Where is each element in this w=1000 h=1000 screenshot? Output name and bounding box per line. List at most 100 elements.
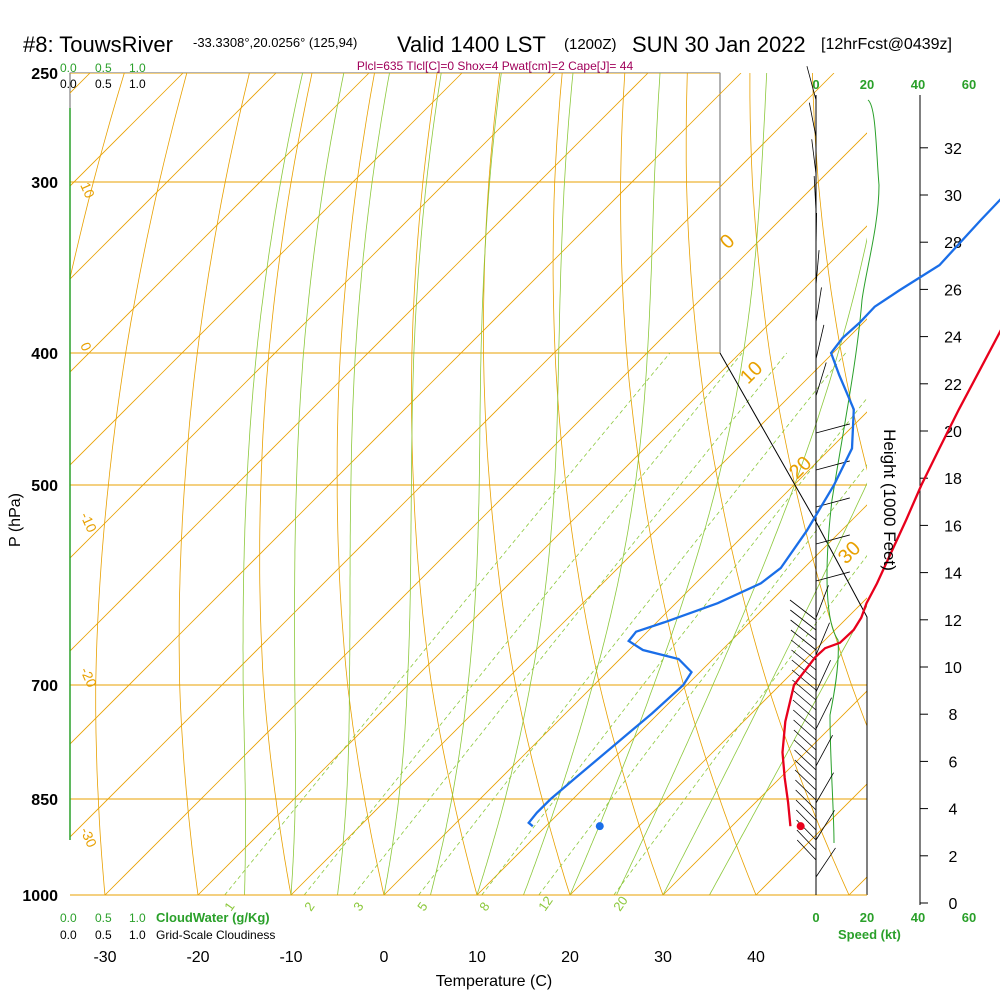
wind-barb — [815, 585, 829, 619]
cloudiness-tick-bottom-2: 1.0 — [129, 928, 146, 942]
wind-barb — [815, 571, 850, 582]
moist-adiabat-line — [337, 73, 390, 895]
wind-barb — [813, 176, 817, 212]
temperature-tick-30: 30 — [654, 949, 672, 966]
forecast-label: [12hrFcst@0439z] — [821, 36, 952, 53]
wind-barb — [792, 699, 817, 721]
height-tick-label-12: 12 — [944, 613, 962, 630]
dry-adiabat-line — [685, 73, 850, 895]
wind-barb — [796, 809, 817, 831]
isotherm-line — [290, 318, 867, 895]
left-scale-bottom: 0.0 0.5 1.0 CloudWater (g/Kg) 0.0 0.5 1.… — [60, 910, 275, 942]
temperature-tick-0: 0 — [380, 949, 389, 966]
wind-barbs — [789, 66, 850, 878]
speed-tick-bottom-0: 0 — [812, 910, 819, 925]
mixing-ratio-line-20 — [613, 555, 867, 895]
pressure-tick-850: 850 — [31, 792, 58, 809]
cloudwater-scale-label: CloudWater (g/Kg) — [156, 910, 270, 925]
height-tick-label-26: 26 — [944, 282, 962, 299]
cloudiness-tick-top-2: 1.0 — [129, 77, 146, 91]
dry-adiabat-line — [95, 73, 188, 895]
mixing-ratio-label-2: 2 — [301, 899, 317, 914]
wind-barb — [792, 689, 817, 711]
mixing-ratio-lines — [224, 352, 867, 895]
temperature-tick-10: 10 — [468, 949, 486, 966]
isotherm-line — [70, 73, 370, 373]
height-tick-label-10: 10 — [944, 660, 962, 677]
temperature-tick-labels: -30 -20 -10 0 10 20 30 40 — [93, 949, 765, 966]
wind-barb — [795, 799, 817, 821]
mixing-ratio-line-12 — [538, 464, 867, 895]
y-axis-title: P (hPa) — [7, 493, 24, 547]
wind-barb — [790, 609, 817, 631]
isotherm-line — [383, 411, 867, 895]
wind-barb — [790, 639, 817, 661]
isotherm-line — [662, 690, 867, 895]
wind-barb — [815, 622, 830, 656]
height-tick-label-18: 18 — [944, 471, 962, 488]
height-tick-label-22: 22 — [944, 377, 962, 394]
cloudwater-tick-top-1: 0.5 — [95, 61, 112, 75]
cloudiness-tick-top-1: 0.5 — [95, 77, 112, 91]
mixing-ratio-label-8: 8 — [476, 899, 492, 914]
isotherm-line — [70, 73, 649, 652]
wind-panel — [789, 66, 880, 895]
pressure-tick-labels: 250 300 400 500 700 850 1000 — [22, 66, 58, 905]
isotherm-label--20: -20 — [77, 665, 100, 690]
left-scale-top: 0.0 0.5 1.0 0.0 0.5 1.0 — [60, 61, 146, 91]
dewpoint-line — [527, 198, 1000, 828]
wind-barb — [793, 709, 817, 731]
dry-adiabat-line — [178, 73, 250, 895]
isotherm-line — [197, 225, 867, 895]
dry-adiabat-line — [336, 73, 385, 895]
isotherm-line — [104, 132, 867, 895]
speed-tick-top-0: 0 — [812, 77, 819, 92]
wind-barb — [791, 659, 817, 681]
moist-adiabat-line — [569, 73, 768, 895]
mixing-ratio-label-20: 20 — [610, 893, 631, 913]
wind-barb — [815, 362, 827, 397]
wind-barb — [808, 102, 817, 138]
speed-tick-bottom-3: 60 — [962, 910, 976, 925]
height-tick-label-0: 0 — [949, 896, 958, 913]
moist-adiabat-line — [383, 73, 442, 895]
isotherm-line — [476, 504, 867, 895]
mixing-ratio-label-5: 5 — [414, 899, 430, 914]
mixing-ratio-line-8 — [481, 397, 867, 895]
cloudiness-tick-top-0: 0.0 — [60, 77, 77, 91]
wind-barb — [791, 669, 817, 691]
speed-tick-bottom-1: 20 — [860, 910, 874, 925]
moist-adiabat-line — [662, 482, 867, 895]
height-tick-label-16: 16 — [944, 518, 962, 535]
speed-tick-top-2: 40 — [911, 77, 925, 92]
mixing-ratio-label-3: 3 — [350, 899, 366, 914]
x-axis-title: Temperature (C) — [436, 973, 552, 990]
speed-tick-top-1: 20 — [860, 77, 874, 92]
isotherm-label--30: -30 — [77, 825, 100, 850]
height-tick-label-8: 8 — [949, 707, 958, 724]
pressure-tick-250: 250 — [31, 66, 58, 83]
height-tick-label-24: 24 — [944, 330, 962, 347]
wind-barb — [806, 66, 817, 101]
wind-barb — [815, 734, 833, 767]
moist-adiabat-line — [616, 237, 867, 895]
dry-adiabat-line — [811, 73, 867, 471]
wind-speed-profile — [826, 99, 880, 844]
pressure-tick-400: 400 — [31, 346, 58, 363]
parameters-line: Plcl=635 Tlcl[C]=0 Shox=4 Pwat[cm]=2 Cap… — [357, 59, 634, 73]
wind-barb — [793, 729, 817, 751]
wind-barb — [791, 649, 817, 671]
isotherm-line — [70, 73, 277, 280]
mixing-ratio-line-5 — [418, 352, 846, 895]
mixing-ratio-label-12: 12 — [535, 893, 556, 913]
wind-barb — [796, 829, 817, 851]
wind-barb — [815, 534, 850, 545]
surface-temperature-dot — [796, 822, 805, 831]
isobars — [70, 73, 867, 895]
wind-barb — [793, 719, 817, 741]
zulu-time: (1200Z) — [564, 36, 617, 53]
isotherm-line — [569, 597, 867, 895]
temperature-tick--10: -10 — [279, 949, 302, 966]
